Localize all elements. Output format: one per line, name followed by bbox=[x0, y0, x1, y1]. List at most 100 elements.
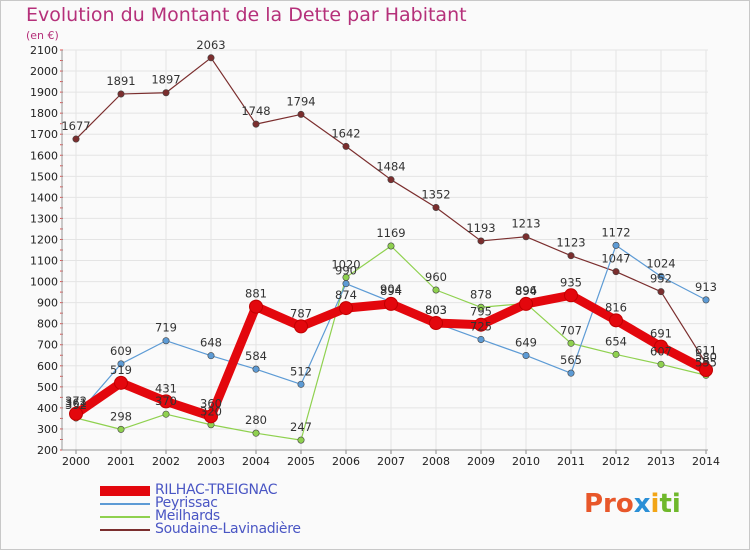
y-tick-label: 600 bbox=[37, 360, 58, 373]
data-label-rilhac-treignac: 691 bbox=[650, 327, 672, 341]
data-label-meilhards: 352 bbox=[65, 398, 87, 412]
data-point-meilhards bbox=[162, 410, 170, 418]
data-point-meilhards bbox=[297, 436, 305, 444]
data-point-soudaine-lavinadi-re bbox=[657, 288, 665, 296]
x-tick-label: 2004 bbox=[242, 455, 270, 468]
data-label-meilhards: 1169 bbox=[376, 226, 405, 240]
x-tick-label: 2013 bbox=[647, 455, 675, 468]
data-label-peyrissac: 609 bbox=[110, 344, 132, 358]
line-chart: 200 300 400 500 600 700 800 900 1000 1100 1200 1300… bbox=[30, 38, 720, 468]
data-label-peyrissac: 361 bbox=[65, 396, 87, 410]
data-label-meilhards: 320 bbox=[200, 405, 222, 419]
y-tick-label: 1000 bbox=[30, 276, 58, 289]
data-label-soudaine-lavinadi-re: 1213 bbox=[511, 217, 540, 231]
data-label-soudaine-lavinadi-re: 1352 bbox=[421, 187, 450, 201]
data-point-soudaine-lavinadi-re bbox=[72, 135, 80, 143]
data-point-peyrissac bbox=[702, 296, 710, 304]
data-label-peyrissac: 1024 bbox=[646, 257, 675, 271]
data-label-soudaine-lavinadi-re: 1748 bbox=[241, 104, 270, 118]
series-layer bbox=[69, 54, 713, 444]
y-tick-label: 1300 bbox=[30, 212, 58, 225]
y-tick-label: 200 bbox=[37, 444, 58, 457]
data-point-rilhac-treignac bbox=[564, 288, 578, 303]
y-tick-label: 700 bbox=[37, 339, 58, 352]
x-tick-label: 2006 bbox=[332, 455, 360, 468]
y-tick-label: 2000 bbox=[30, 65, 58, 78]
data-point-rilhac-treignac bbox=[204, 409, 218, 424]
data-label-soudaine-lavinadi-re: 952 bbox=[650, 272, 672, 286]
data-label-rilhac-treignac: 894 bbox=[515, 284, 537, 298]
data-label-meilhards: 247 bbox=[290, 420, 312, 434]
data-label-rilhac-treignac: 803 bbox=[425, 303, 447, 317]
data-point-soudaine-lavinadi-re bbox=[342, 142, 350, 150]
data-point-peyrissac bbox=[207, 352, 215, 360]
data-point-meilhards bbox=[567, 339, 575, 347]
data-point-rilhac-treignac bbox=[339, 301, 353, 316]
x-tick-label: 2010 bbox=[512, 455, 540, 468]
data-point-rilhac-treignac bbox=[114, 375, 128, 390]
x-tick-label: 2014 bbox=[692, 455, 720, 468]
data-point-meilhards bbox=[477, 303, 485, 311]
data-label-peyrissac: 1172 bbox=[601, 225, 630, 239]
data-label-rilhac-treignac: 894 bbox=[380, 284, 402, 298]
data-label-peyrissac: 512 bbox=[290, 364, 312, 378]
data-point-rilhac-treignac bbox=[519, 296, 533, 311]
data-label-meilhards: 607 bbox=[650, 344, 672, 358]
data-label-meilhards: 555 bbox=[695, 355, 717, 369]
data-label-rilhac-treignac: 360 bbox=[200, 396, 222, 410]
data-label-meilhards: 280 bbox=[245, 413, 267, 427]
y-tick-label: 1700 bbox=[30, 128, 58, 141]
data-label-rilhac-treignac: 935 bbox=[560, 275, 582, 289]
unit-label: (en €) bbox=[26, 29, 59, 42]
proxiti-logo: Proxiti bbox=[584, 489, 681, 519]
data-point-peyrissac bbox=[567, 369, 575, 377]
data-label-peyrissac: 913 bbox=[695, 280, 717, 294]
y-tick-label: 500 bbox=[37, 381, 58, 394]
data-point-peyrissac bbox=[252, 365, 260, 373]
data-point-peyrissac bbox=[477, 335, 485, 343]
data-point-rilhac-treignac bbox=[294, 319, 308, 334]
chart-title: Evolution du Montant de la Dette par Hab… bbox=[26, 4, 467, 26]
data-label-peyrissac: 649 bbox=[515, 335, 537, 349]
data-point-peyrissac bbox=[612, 241, 620, 249]
data-point-rilhac-treignac bbox=[69, 406, 83, 421]
y-tick-label: 1900 bbox=[30, 86, 58, 99]
data-label-soudaine-lavinadi-re: 1484 bbox=[376, 160, 405, 174]
data-point-peyrissac bbox=[342, 280, 350, 288]
data-label-meilhards: 896 bbox=[515, 283, 537, 297]
data-point-soudaine-lavinadi-re bbox=[387, 176, 395, 184]
data-point-peyrissac bbox=[297, 380, 305, 388]
data-label-soudaine-lavinadi-re: 611 bbox=[695, 343, 717, 357]
y-tick-label: 2100 bbox=[30, 44, 58, 57]
data-label-meilhards: 960 bbox=[425, 270, 447, 284]
data-label-peyrissac: 803 bbox=[425, 303, 447, 317]
data-point-soudaine-lavinadi-re bbox=[297, 110, 305, 118]
data-point-rilhac-treignac bbox=[609, 313, 623, 328]
legend-label: RILHAC-TREIGNAC bbox=[155, 482, 278, 498]
y-tick-label: 1800 bbox=[30, 107, 58, 120]
data-label-soudaine-lavinadi-re: 1193 bbox=[466, 221, 495, 235]
data-point-rilhac-treignac bbox=[384, 296, 398, 311]
data-label-peyrissac: 719 bbox=[155, 321, 177, 335]
data-label-peyrissac: 565 bbox=[560, 353, 582, 367]
y-tick-label: 300 bbox=[37, 423, 58, 436]
data-label-rilhac-treignac: 372 bbox=[65, 394, 87, 408]
data-point-peyrissac bbox=[657, 273, 665, 281]
x-tick-label: 2007 bbox=[377, 455, 405, 468]
data-label-soudaine-lavinadi-re: 1642 bbox=[331, 126, 360, 140]
data-point-rilhac-treignac bbox=[474, 317, 488, 332]
data-point-soudaine-lavinadi-re bbox=[117, 90, 125, 98]
y-tick-label: 1600 bbox=[30, 149, 58, 162]
y-tick-label: 1500 bbox=[30, 170, 58, 183]
data-labels: 1677 1891 1897 2063 1748 1794 1642 1484 1352 1193… bbox=[61, 38, 717, 434]
data-label-soudaine-lavinadi-re: 2063 bbox=[196, 38, 225, 52]
data-label-peyrissac: 990 bbox=[335, 264, 357, 278]
data-point-soudaine-lavinadi-re bbox=[432, 203, 440, 211]
data-point-rilhac-treignac bbox=[159, 394, 173, 409]
data-point-soudaine-lavinadi-re bbox=[252, 120, 260, 128]
data-label-meilhards: 370 bbox=[155, 394, 177, 408]
data-label-soudaine-lavinadi-re: 1047 bbox=[601, 252, 630, 266]
x-tick-label: 2012 bbox=[602, 455, 630, 468]
x-tick-label: 2008 bbox=[422, 455, 450, 468]
data-point-meilhards bbox=[252, 429, 260, 437]
